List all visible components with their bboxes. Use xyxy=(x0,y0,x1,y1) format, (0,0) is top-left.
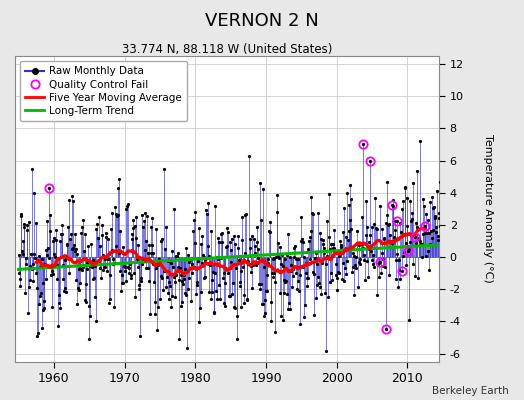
Legend: Raw Monthly Data, Quality Control Fail, Five Year Moving Average, Long-Term Tren: Raw Monthly Data, Quality Control Fail, … xyxy=(20,61,188,121)
Text: VERNON 2 N: VERNON 2 N xyxy=(205,12,319,30)
Y-axis label: Temperature Anomaly (°C): Temperature Anomaly (°C) xyxy=(483,134,493,283)
Title: 33.774 N, 88.118 W (United States): 33.774 N, 88.118 W (United States) xyxy=(122,43,332,56)
Text: Berkeley Earth: Berkeley Earth xyxy=(432,386,508,396)
